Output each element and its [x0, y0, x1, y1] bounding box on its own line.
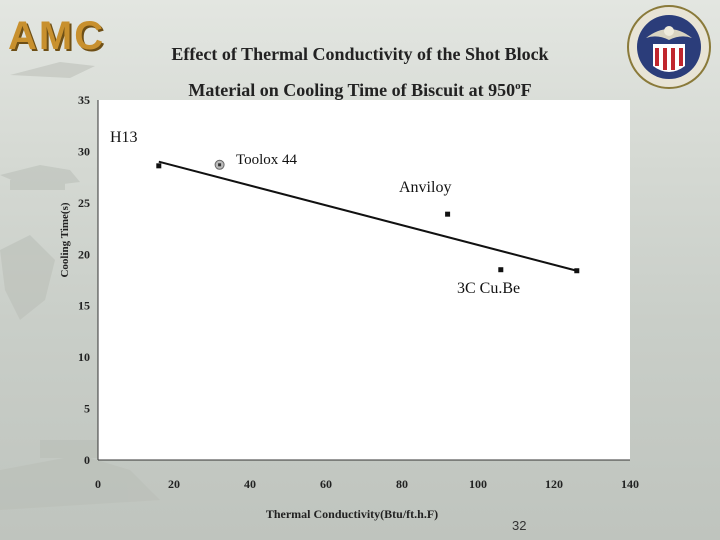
x-tick-label: 40 — [244, 477, 256, 491]
point-label: Toolox 44 — [236, 152, 298, 168]
chart-title: Effect of Thermal Conductivity of the Sh… — [150, 38, 570, 106]
defense-logistics-agency-seal-icon — [627, 5, 711, 89]
y-tick-label: 35 — [78, 93, 90, 107]
point-labels: H13 Toolox 44 Anviloy 3C Cu.Be — [110, 129, 520, 297]
y-tick-label: 20 — [78, 247, 90, 261]
point-label: 3C Cu.Be — [457, 280, 520, 297]
x-tick-label: 60 — [320, 477, 332, 491]
data-points — [156, 159, 580, 274]
x-tick-label: 100 — [469, 477, 487, 491]
y-axis-label: Cooling Time(s) — [59, 202, 71, 277]
point-label: H13 — [110, 129, 138, 146]
x-tick-label: 80 — [396, 477, 408, 491]
amc-logo: AMC — [8, 14, 106, 58]
y-tick-labels: 0 5 10 15 20 25 30 35 — [78, 93, 90, 467]
x-axis-label: Thermal Conductivity(Btu/ft.h.F) — [266, 507, 438, 521]
x-tick-label: 140 — [621, 477, 639, 491]
data-point — [445, 211, 451, 217]
x-tick-label: 20 — [168, 477, 180, 491]
y-tick-label: 30 — [78, 144, 90, 158]
title-line-1: Effect of Thermal Conductivity of the Sh… — [171, 44, 549, 64]
y-tick-label: 15 — [78, 299, 90, 313]
y-tick-label: 10 — [78, 350, 90, 364]
title-line-2: Material on Cooling Time of Biscuit at 9… — [188, 80, 532, 100]
trend-line — [158, 160, 578, 272]
x-tick-label: 120 — [545, 477, 563, 491]
page-number: 32 — [512, 518, 527, 533]
data-point — [156, 163, 162, 169]
point-label: Anviloy — [399, 179, 451, 196]
data-point — [498, 267, 504, 273]
data-point — [574, 268, 580, 274]
data-point-center — [218, 163, 222, 167]
x-tick-labels: 0 20 40 60 80 100 120 140 — [95, 477, 639, 491]
plot-area — [98, 100, 630, 460]
y-tick-label: 0 — [84, 453, 90, 467]
x-tick-label: 0 — [95, 477, 101, 491]
y-tick-label: 25 — [78, 196, 90, 210]
y-tick-label: 5 — [84, 402, 90, 416]
